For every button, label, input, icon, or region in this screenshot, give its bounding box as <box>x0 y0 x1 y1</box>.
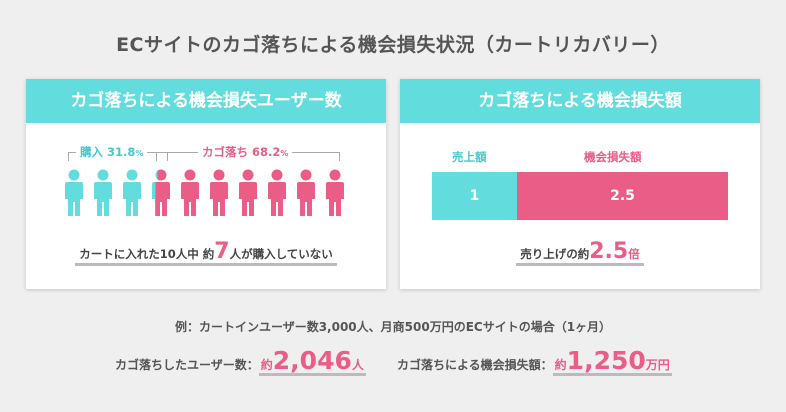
users-card-heading: カゴ落ちによる機会損失ユーザー数 <box>26 79 386 123</box>
abandoned-users-value: 2,046 <box>273 346 352 375</box>
loss-summary: 売り上げの約2.5倍 <box>400 239 760 264</box>
person-icon <box>267 169 287 217</box>
person-icon <box>209 169 229 217</box>
page-title: ECサイトのカゴ落ちによる機会損失状況（カートリカバリー） <box>0 30 786 57</box>
example-footnote: 例：カートインユーザー数3,000人、月商500万円のECサイトの場合（1ヶ月） <box>0 318 786 335</box>
loss-amount-value: 1,250 <box>567 346 646 375</box>
users-card: カゴ落ちによる機会損失ユーザー数 購入 31.8% カゴ落ち 68.2% カート… <box>26 79 386 289</box>
loss-card: カゴ落ちによる機会損失額 売上額 機会損失額 1 2.5 売り上げの約2.5倍 <box>400 79 760 289</box>
users-summary: カートに入れた10人中 約7人が購入していない <box>26 239 386 264</box>
person-icon <box>180 169 200 217</box>
person-icon <box>93 169 113 217</box>
person-icon <box>151 169 171 217</box>
sales-label: 売上額 <box>452 149 487 165</box>
person-icon <box>122 169 142 217</box>
loss-label: 機会損失額 <box>584 149 642 165</box>
purchase-label: 購入 31.8% <box>76 144 147 160</box>
loss-card-heading: カゴ落ちによる機会損失額 <box>400 79 760 123</box>
person-icon <box>325 169 345 217</box>
loss-bar: 2.5 <box>517 172 728 220</box>
sales-bar: 1 <box>432 172 517 220</box>
abandon-label: カゴ落ち 68.2% <box>198 144 292 160</box>
person-icon <box>64 169 84 217</box>
person-icon <box>296 169 316 217</box>
loss-amount-stat: カゴ落ちによる機会損失額：約1,250万円 <box>397 346 672 375</box>
loss-summary-number: 2.5 <box>589 239 628 264</box>
abandoned-users-stat: カゴ落ちしたユーザー数：約2,046人 <box>115 346 366 375</box>
users-summary-number: 7 <box>214 239 229 264</box>
people-row <box>64 169 354 217</box>
person-icon <box>238 169 258 217</box>
